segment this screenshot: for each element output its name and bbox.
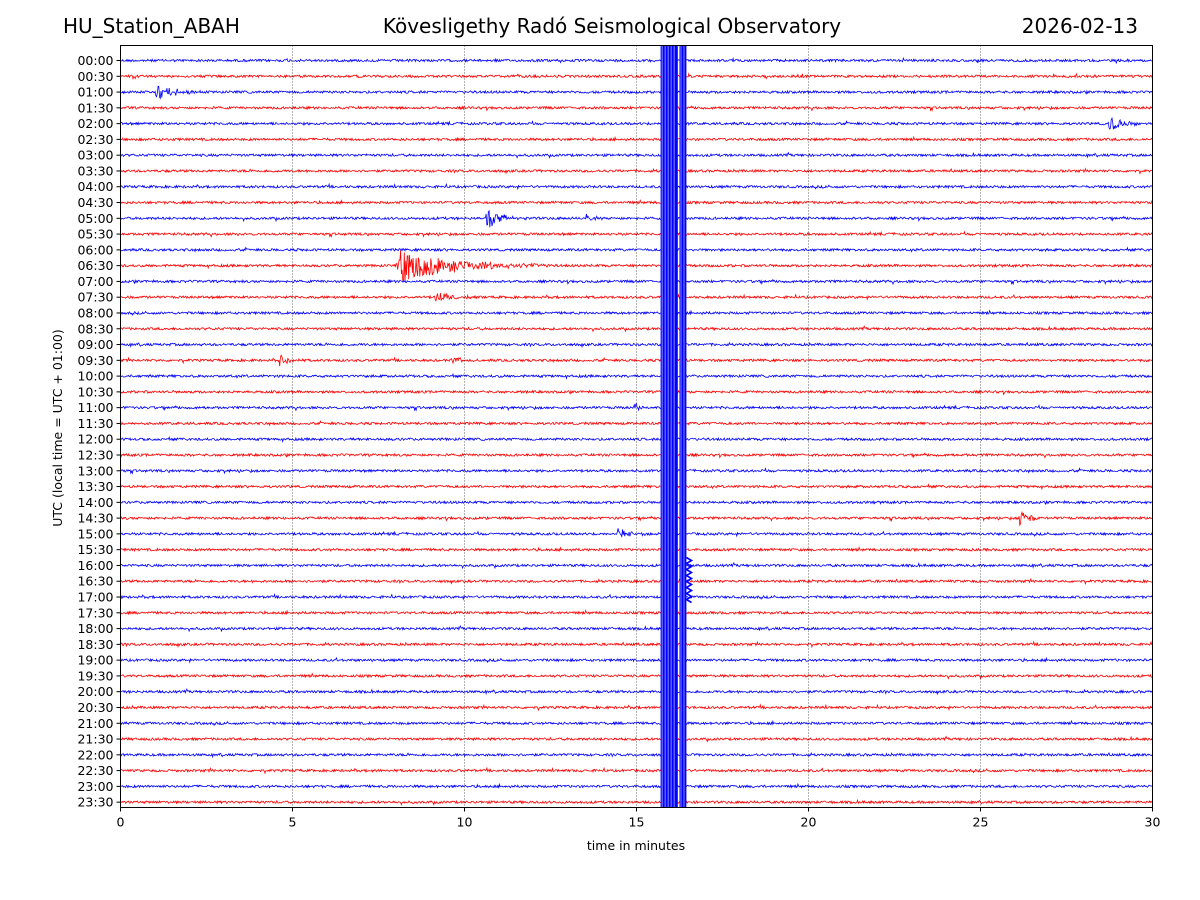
trace-0700	[120, 278, 1153, 286]
x-tick-label: 30	[1145, 815, 1161, 830]
y-tick-label: 01:00	[77, 85, 113, 100]
saturation-band-1	[660, 45, 678, 808]
y-tick-label: 00:30	[77, 69, 113, 84]
y-tick-label: 07:00	[77, 274, 113, 289]
y-tick-label: 03:30	[77, 163, 113, 178]
y-tick-label: 06:30	[77, 258, 113, 273]
y-tick-label: 19:00	[77, 653, 113, 668]
y-tick-label: 11:30	[77, 416, 113, 431]
y-tick-label: 02:30	[77, 132, 113, 147]
y-tick-label: 01:30	[77, 100, 113, 115]
trace-1230	[120, 452, 1153, 459]
trace-1300	[120, 467, 1153, 475]
y-tick-label: 16:30	[77, 574, 113, 589]
trace-2300	[120, 782, 1153, 789]
trace-0330	[120, 167, 1153, 175]
trace-1530	[120, 546, 1153, 553]
y-tick-label: 18:30	[77, 637, 113, 652]
y-tick-label: 10:30	[77, 384, 113, 399]
traces-group	[120, 56, 1153, 806]
trace-1730	[120, 609, 1153, 616]
y-tick-label: 03:00	[77, 148, 113, 163]
observatory-title: Kövesligethy Radó Seismological Observat…	[382, 14, 842, 38]
trace-1100	[120, 403, 1153, 412]
x-tick-label: 25	[973, 815, 989, 830]
trace-2100	[120, 719, 1153, 727]
y-tick-label: 10:00	[77, 369, 113, 384]
y-tick-label: 04:30	[77, 195, 113, 210]
y-tick-label: 08:30	[77, 321, 113, 336]
station-title: HU_Station_ABAH	[63, 14, 240, 38]
y-tick-label: 05:00	[77, 211, 113, 226]
y-tick-label: 17:30	[77, 605, 113, 620]
x-tick-label: 0	[117, 815, 125, 830]
y-tick-label: 14:00	[77, 495, 113, 510]
y-tick-label: 09:30	[77, 353, 113, 368]
y-tick-label: 13:00	[77, 463, 113, 478]
trace-0400	[120, 182, 1153, 191]
y-tick-label: 00:00	[77, 53, 113, 68]
date-title: 2026-02-13	[1021, 14, 1138, 38]
trace-1630	[120, 577, 1153, 586]
y-tick-label: 02:00	[77, 116, 113, 131]
trace-0730	[120, 292, 1153, 302]
x-axis-label: time in minutes	[587, 838, 685, 853]
grid-group	[292, 45, 981, 808]
saturation-group	[660, 45, 694, 808]
trace-1900	[120, 656, 1153, 664]
y-tick-label: 07:30	[77, 290, 113, 305]
trace-1800	[120, 625, 1153, 633]
y-tick-label: 18:00	[77, 621, 113, 636]
y-tick-label: 15:30	[77, 542, 113, 557]
trace-0130	[120, 105, 1153, 112]
y-tick-label: 21:30	[77, 732, 113, 747]
y-tick-label: 20:00	[77, 684, 113, 699]
trace-2200	[120, 751, 1153, 759]
y-ticks-group: 00:0000:3001:0001:3002:0002:3003:0003:30…	[77, 53, 121, 810]
y-tick-label: 19:30	[77, 668, 113, 683]
x-tick-label: 10	[457, 815, 473, 830]
y-tick-label: 12:00	[77, 432, 113, 447]
y-tick-label: 09:00	[77, 337, 113, 352]
y-tick-label: 17:00	[77, 590, 113, 605]
saturation-tail	[684, 556, 694, 604]
y-tick-label: 06:00	[77, 242, 113, 257]
y-tick-label: 12:30	[77, 448, 113, 463]
y-tick-label: 22:30	[77, 763, 113, 778]
trace-0500	[120, 209, 1153, 228]
trace-0530	[120, 230, 1153, 239]
y-tick-label: 15:00	[77, 526, 113, 541]
trace-0630	[120, 250, 1153, 282]
y-tick-label: 11:00	[77, 400, 113, 415]
y-tick-label: 14:30	[77, 511, 113, 526]
y-tick-label: 20:30	[77, 700, 113, 715]
x-tick-label: 5	[289, 815, 297, 830]
x-ticks-group: 0 5 10 15 20 25 30	[117, 807, 1161, 830]
trace-0900	[120, 341, 1153, 349]
y-tick-label: 22:00	[77, 747, 113, 762]
y-axis-label: UTC (local time = UTC + 01:00)	[50, 329, 65, 527]
y-tick-label: 23:30	[77, 795, 113, 810]
saturation-band-2	[679, 45, 687, 808]
trace-2030	[120, 703, 1153, 712]
y-tick-label: 13:30	[77, 479, 113, 494]
x-tick-label: 15	[629, 815, 645, 830]
trace-1130	[120, 419, 1153, 427]
y-tick-label: 05:30	[77, 227, 113, 242]
y-tick-label: 23:00	[77, 779, 113, 794]
y-tick-label: 16:00	[77, 558, 113, 573]
y-tick-label: 08:00	[77, 305, 113, 320]
y-tick-label: 21:00	[77, 716, 113, 731]
x-tick-label: 20	[801, 815, 817, 830]
y-tick-label: 04:00	[77, 179, 113, 194]
